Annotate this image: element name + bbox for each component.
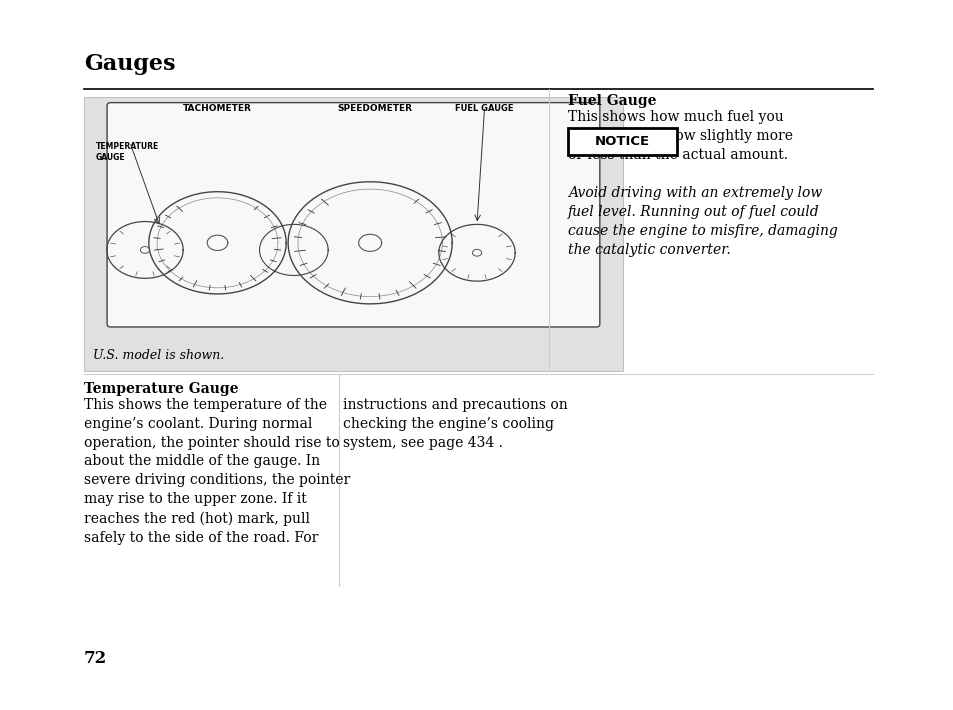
Text: FUEL GAUGE: FUEL GAUGE: [455, 104, 514, 114]
Text: This shows how much fuel you
have. It may show slightly more
or less than the ac: This shows how much fuel you have. It ma…: [567, 110, 792, 162]
Text: TACHOMETER: TACHOMETER: [183, 104, 252, 114]
Text: SPEEDOMETER: SPEEDOMETER: [337, 104, 412, 114]
FancyBboxPatch shape: [107, 103, 599, 327]
Bar: [567, 128, 677, 155]
Text: TEMPERATURE
GAUGE: TEMPERATURE GAUGE: [95, 142, 158, 162]
Text: Gauges: Gauges: [84, 53, 175, 75]
Text: NOTICE: NOTICE: [595, 135, 649, 148]
Text: This shows the temperature of the
engine’s coolant. During normal
operation, the: This shows the temperature of the engine…: [84, 398, 350, 545]
Text: Fuel Gauge: Fuel Gauge: [567, 94, 656, 108]
Text: U.S. model is shown.: U.S. model is shown.: [93, 349, 225, 362]
Text: 72: 72: [84, 650, 107, 667]
Text: instructions and precautions on
checking the engine’s cooling
system, see page 4: instructions and precautions on checking…: [343, 398, 568, 449]
Text: Temperature Gauge: Temperature Gauge: [84, 382, 238, 396]
Text: Avoid driving with an extremely low
fuel level. Running out of fuel could
cause : Avoid driving with an extremely low fuel…: [567, 186, 837, 257]
Bar: [84, 97, 622, 371]
